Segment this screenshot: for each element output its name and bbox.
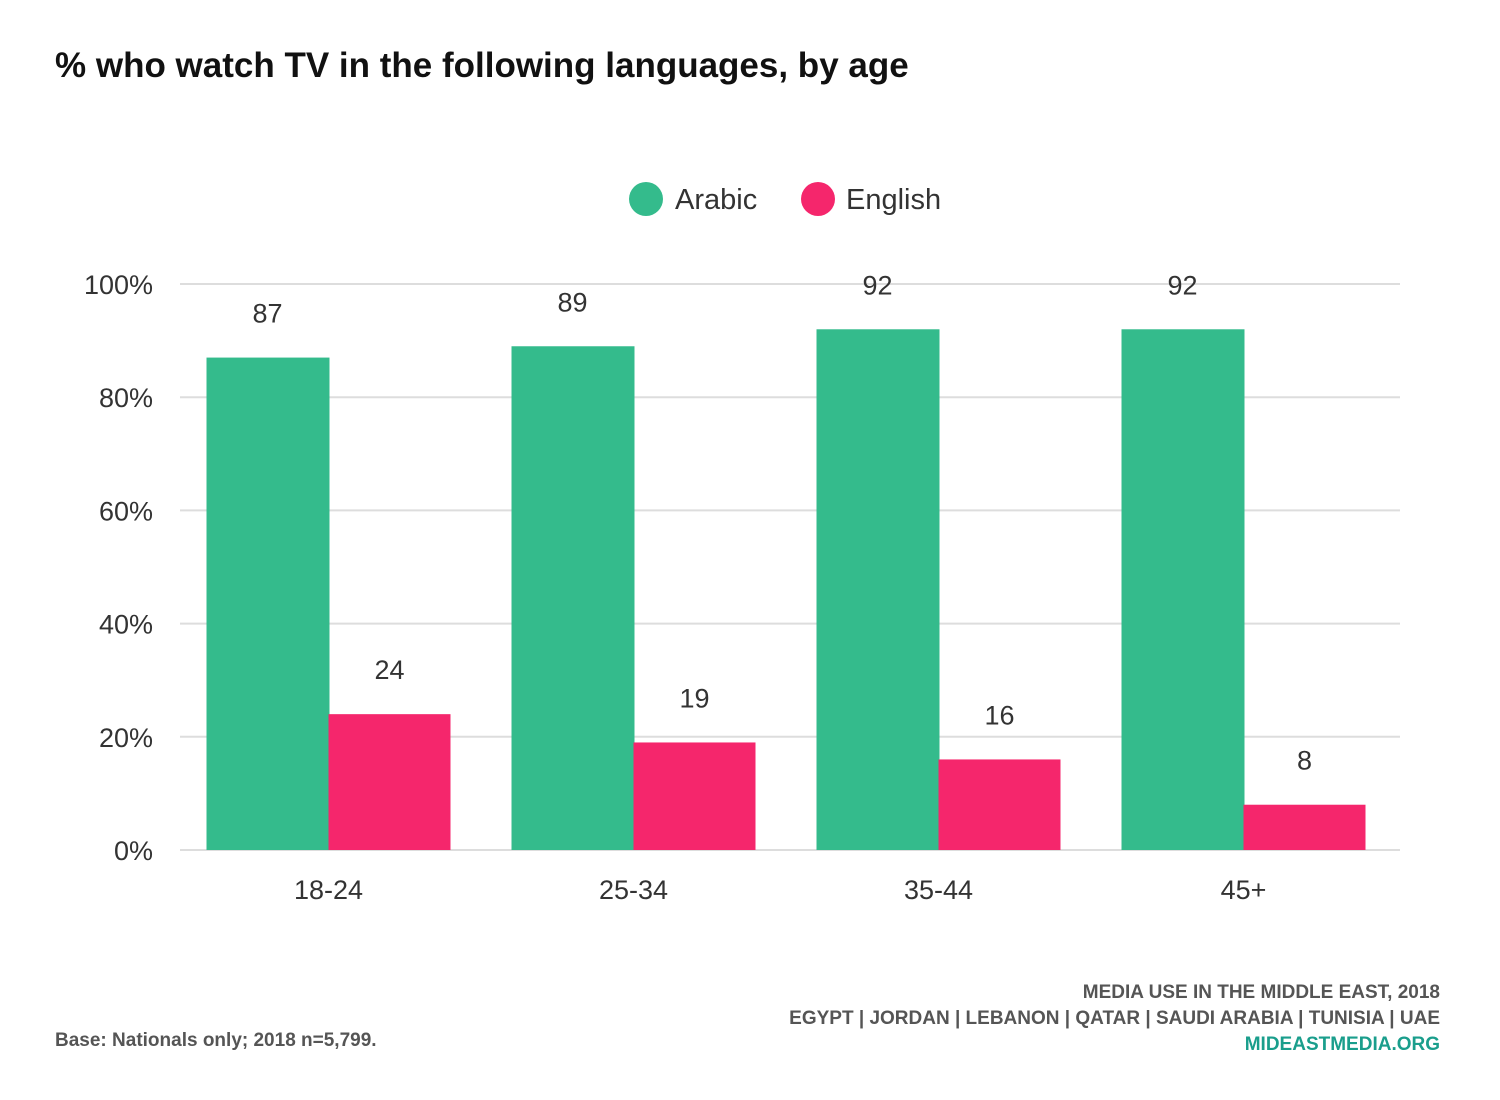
source-block: MEDIA USE IN THE MIDDLE EAST, 2018 EGYPT… — [789, 980, 1440, 1058]
data-label-arabic-25-34: 89 — [557, 287, 587, 317]
data-labels: 87 24 89 19 92 16 92 8 — [252, 270, 1312, 775]
y-tick-label: 80% — [99, 383, 153, 413]
bar-english-45+ — [1243, 804, 1366, 850]
y-tick-label: 0% — [114, 836, 153, 866]
base-note: Base: Nationals only; 2018 n=5,799. — [55, 1030, 377, 1051]
data-label-arabic-45+: 92 — [1167, 270, 1197, 300]
y-tick-label: 20% — [99, 723, 153, 753]
source-title: MEDIA USE IN THE MIDDLE EAST, 2018 — [1082, 982, 1440, 1003]
source-website-link[interactable]: MIDEASTMEDIA.ORG — [1244, 1034, 1440, 1055]
bar-arabic-35-44 — [816, 329, 940, 850]
bar-english-35-44 — [938, 759, 1061, 850]
x-axis: 18-24 25-34 35-44 45+ — [294, 875, 1266, 905]
legend-swatch-arabic — [629, 182, 663, 216]
x-tick-label-45+: 45+ — [1221, 875, 1267, 905]
legend-label-english: English — [846, 184, 941, 216]
data-label-arabic-18-24: 87 — [252, 299, 282, 329]
bar-arabic-25-34 — [511, 346, 635, 850]
y-tick-label: 60% — [99, 496, 153, 526]
y-tick-label: 100% — [84, 270, 153, 300]
data-label-arabic-35-44: 92 — [862, 270, 892, 300]
legend-label-arabic: Arabic — [675, 184, 757, 216]
data-label-english-18-24: 24 — [374, 655, 404, 685]
source-countries: EGYPT | JORDAN | LEBANON | QATAR | SAUDI… — [789, 1008, 1440, 1029]
x-tick-label-25-34: 25-34 — [599, 875, 668, 905]
x-tick-label-18-24: 18-24 — [294, 875, 363, 905]
data-label-english-45+: 8 — [1297, 746, 1312, 776]
legend: Arabic English — [629, 182, 941, 216]
bar-arabic-18-24 — [206, 357, 330, 850]
y-axis: 0% 20% 40% 60% 80% 100% — [84, 270, 153, 866]
bar-english-25-34 — [633, 742, 756, 850]
data-label-english-25-34: 19 — [679, 683, 709, 713]
bar-english-18-24 — [328, 714, 451, 850]
legend-swatch-english — [801, 182, 835, 216]
bar-arabic-45+ — [1121, 329, 1245, 850]
chart-title: % who watch TV in the following language… — [55, 46, 909, 85]
x-tick-label-35-44: 35-44 — [904, 875, 973, 905]
bars — [206, 329, 1366, 850]
data-label-english-35-44: 16 — [984, 700, 1014, 730]
y-tick-label: 40% — [99, 610, 153, 640]
